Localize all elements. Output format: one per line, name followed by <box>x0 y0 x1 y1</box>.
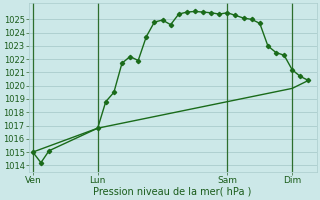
X-axis label: Pression niveau de la mer( hPa ): Pression niveau de la mer( hPa ) <box>93 187 252 197</box>
